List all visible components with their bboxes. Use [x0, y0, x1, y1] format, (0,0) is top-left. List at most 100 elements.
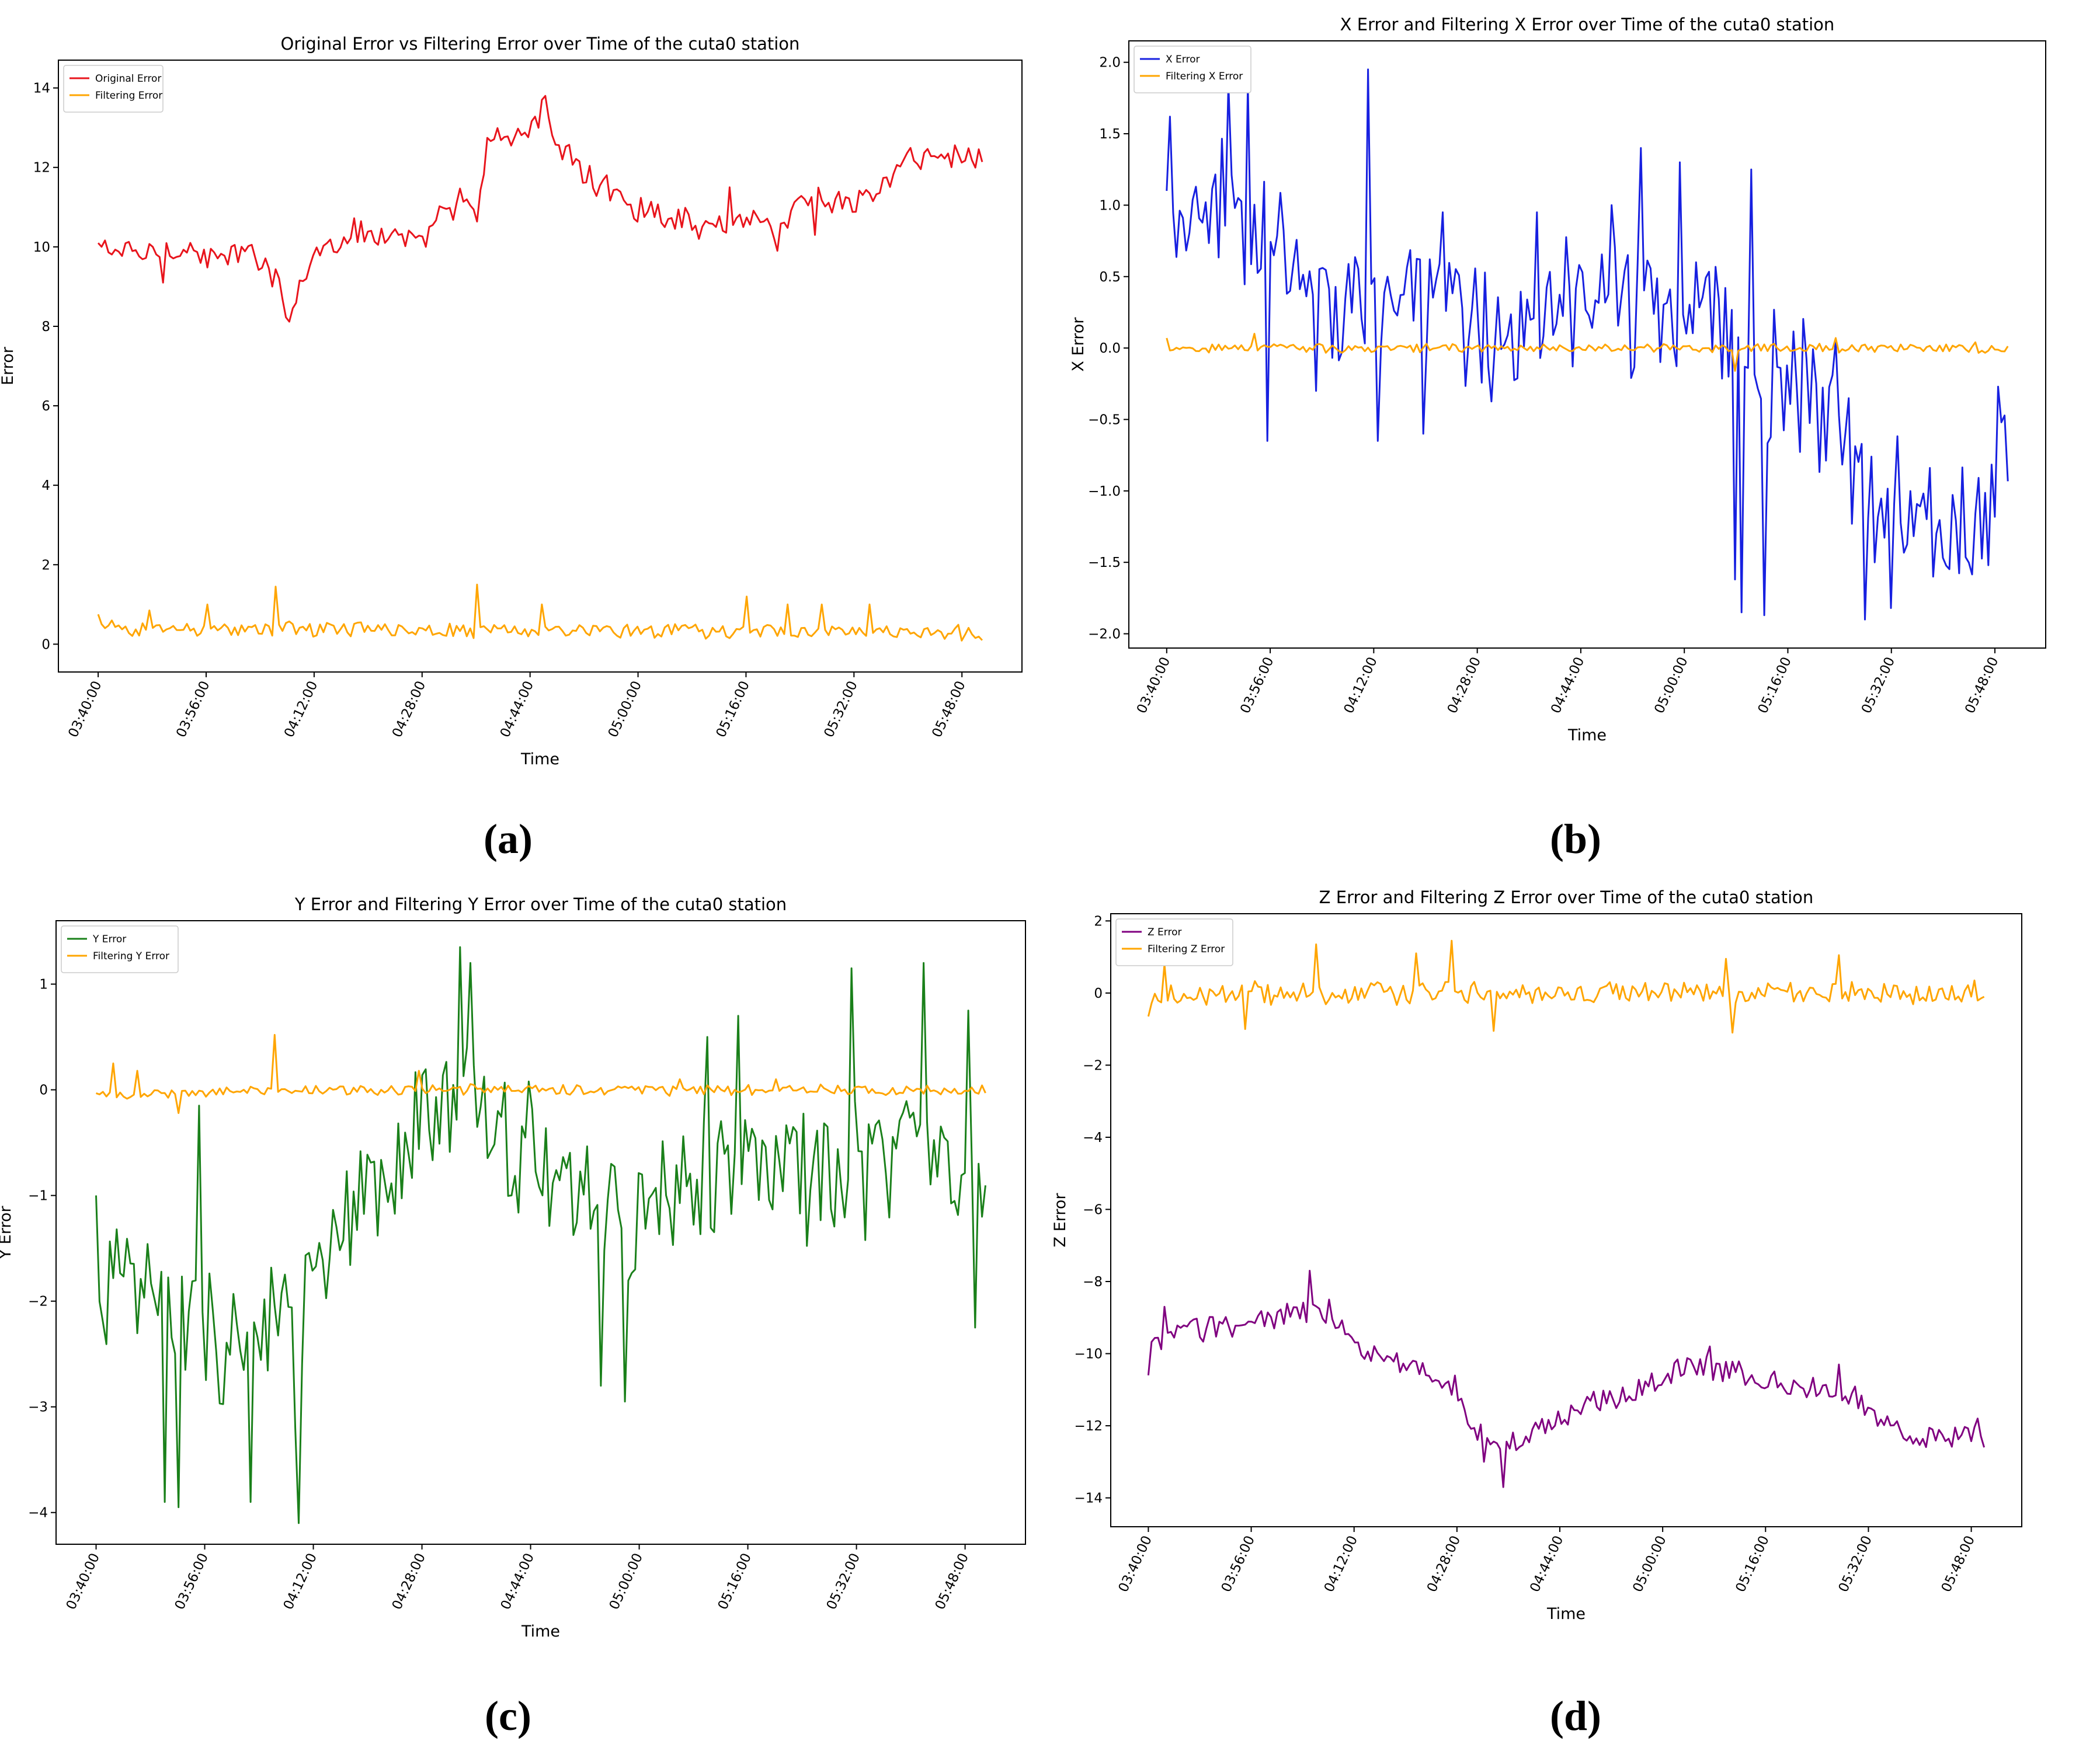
legend-label: Z Error [1148, 927, 1182, 938]
legend-label: Filtering Error [95, 90, 162, 102]
y-tick-label: −4 [1083, 1130, 1103, 1145]
y-axis-label: Y Error [0, 1206, 15, 1260]
series-line-filtering-z-error [1147, 939, 1985, 1034]
subfigure-label-b: (b) [1550, 816, 1601, 862]
subfigure-label-d: (d) [1550, 1693, 1601, 1739]
y-tick-label: −2 [1083, 1058, 1103, 1073]
y-tick-label: −4 [28, 1506, 48, 1521]
chart-panel-c: Y Error and Filtering Y Error over Time … [0, 874, 1050, 1691]
x-tick-label: 03:40:00 [1116, 1534, 1155, 1595]
x-axis-label: Time [520, 750, 559, 768]
y-tick-label: 8 [41, 319, 50, 335]
plot-frame [1128, 40, 2046, 649]
x-tick-label: 05:32:00 [824, 1551, 863, 1613]
x-tick-label: 05:00:00 [607, 1551, 646, 1613]
subfigure-label-a: (a) [484, 816, 533, 862]
y-tick-label: 0 [41, 637, 50, 652]
chart-d-svg: Z Error and Filtering Z Error over Time … [1051, 887, 2022, 1623]
legend-box [61, 925, 179, 973]
chart-title: Y Error and Filtering Y Error over Time … [294, 894, 787, 914]
x-tick-label: 03:56:00 [173, 679, 213, 740]
x-tick-label: 05:48:00 [929, 679, 968, 740]
y-tick-label: 2 [1094, 914, 1103, 929]
x-tick-label: 05:00:00 [1652, 655, 1691, 716]
plot-frame [1110, 913, 2022, 1527]
x-tick-label: 03:40:00 [64, 1551, 103, 1613]
chart-a-svg: Original Error vs Filtering Error over T… [0, 34, 1023, 768]
legend-box [63, 65, 164, 113]
series-line-filtering-x-error [1166, 333, 2009, 372]
plot-area [97, 95, 983, 642]
y-tick-label: 1.0 [1099, 198, 1121, 213]
y-tick-label: 0 [39, 1083, 48, 1098]
y-tick-label: −0.5 [1088, 412, 1121, 427]
plot-area [95, 946, 986, 1524]
chart-title: Z Error and Filtering Z Error over Time … [1319, 887, 1814, 907]
legend-box [1115, 918, 1233, 966]
y-tick-label: 14 [33, 81, 50, 96]
y-tick-label: 10 [33, 240, 50, 255]
x-tick-label: 03:40:00 [65, 679, 105, 740]
x-tick-label: 04:28:00 [1424, 1534, 1463, 1595]
y-tick-label: 0 [1094, 986, 1103, 1001]
y-tick-label: 12 [33, 161, 50, 176]
legend-label: Filtering Y Error [93, 950, 169, 962]
x-tick-label: 03:56:00 [172, 1551, 211, 1613]
x-tick-label: 04:12:00 [281, 679, 321, 740]
y-tick-label: −3 [28, 1400, 48, 1415]
series-line-original-error [97, 95, 983, 323]
x-axis-label: Time [521, 1622, 560, 1641]
series-line-x-error [1166, 68, 2009, 621]
x-tick-label: 05:00:00 [606, 679, 645, 740]
legend-label: X Error [1166, 54, 1200, 65]
y-tick-label: −1 [28, 1189, 48, 1204]
x-tick-label: 05:32:00 [1859, 655, 1898, 716]
legend-label: Y Error [92, 934, 126, 945]
chart-panel-d: Z Error and Filtering Z Error over Time … [1050, 874, 2100, 1691]
y-tick-label: −6 [1083, 1202, 1103, 1217]
y-tick-label: 6 [41, 399, 50, 414]
y-tick-label: 0.0 [1099, 341, 1121, 356]
y-tick-label: 1.5 [1099, 127, 1121, 142]
x-tick-label: 04:44:00 [1548, 655, 1587, 716]
legend-label: Original Error [95, 73, 161, 85]
x-tick-label: 05:48:00 [1939, 1534, 1978, 1595]
series-line-filtering-error [97, 583, 983, 642]
x-tick-label: 04:28:00 [390, 1551, 429, 1613]
chart-title: Original Error vs Filtering Error over T… [281, 34, 800, 54]
x-tick-label: 04:44:00 [498, 1551, 537, 1613]
y-tick-label: −2.0 [1088, 627, 1121, 642]
y-tick-label: 4 [41, 478, 50, 493]
y-tick-label: −14 [1074, 1491, 1103, 1506]
x-axis-label: Time [1546, 1605, 1586, 1623]
legend-label: Filtering Z Error [1148, 943, 1225, 955]
chart-title: X Error and Filtering X Error over Time … [1340, 15, 1835, 34]
x-axis-label: Time [1567, 726, 1607, 744]
y-tick-label: −1.5 [1088, 555, 1121, 570]
y-tick-label: 2 [41, 558, 50, 573]
x-tick-label: 03:40:00 [1134, 655, 1173, 716]
y-axis-label: Error [0, 346, 17, 385]
y-tick-label: 2.0 [1099, 55, 1121, 71]
chart-c-svg: Y Error and Filtering Y Error over Time … [0, 894, 1026, 1641]
chart-panel-a: Original Error vs Filtering Error over T… [0, 0, 1050, 817]
plot-area [1147, 939, 1986, 1488]
x-tick-label: 03:56:00 [1237, 655, 1277, 716]
plot-frame [55, 920, 1026, 1545]
x-tick-label: 05:16:00 [1733, 1534, 1772, 1595]
x-tick-label: 05:48:00 [933, 1551, 972, 1613]
x-tick-label: 03:56:00 [1219, 1534, 1258, 1595]
x-tick-label: 05:16:00 [714, 679, 753, 740]
y-tick-label: −1.0 [1088, 484, 1121, 499]
x-tick-label: 05:00:00 [1630, 1534, 1669, 1595]
y-tick-label: −10 [1074, 1347, 1103, 1362]
x-tick-label: 04:12:00 [281, 1551, 320, 1613]
y-tick-label: 1 [39, 977, 48, 993]
y-axis-label: Z Error [1051, 1193, 1069, 1248]
y-tick-label: −12 [1074, 1419, 1103, 1434]
x-tick-label: 05:16:00 [1755, 655, 1795, 716]
subfigure-label-c: (c) [485, 1693, 531, 1739]
x-tick-label: 05:16:00 [715, 1551, 755, 1613]
x-tick-label: 04:28:00 [390, 679, 429, 740]
series-line-z-error [1147, 1270, 1986, 1488]
